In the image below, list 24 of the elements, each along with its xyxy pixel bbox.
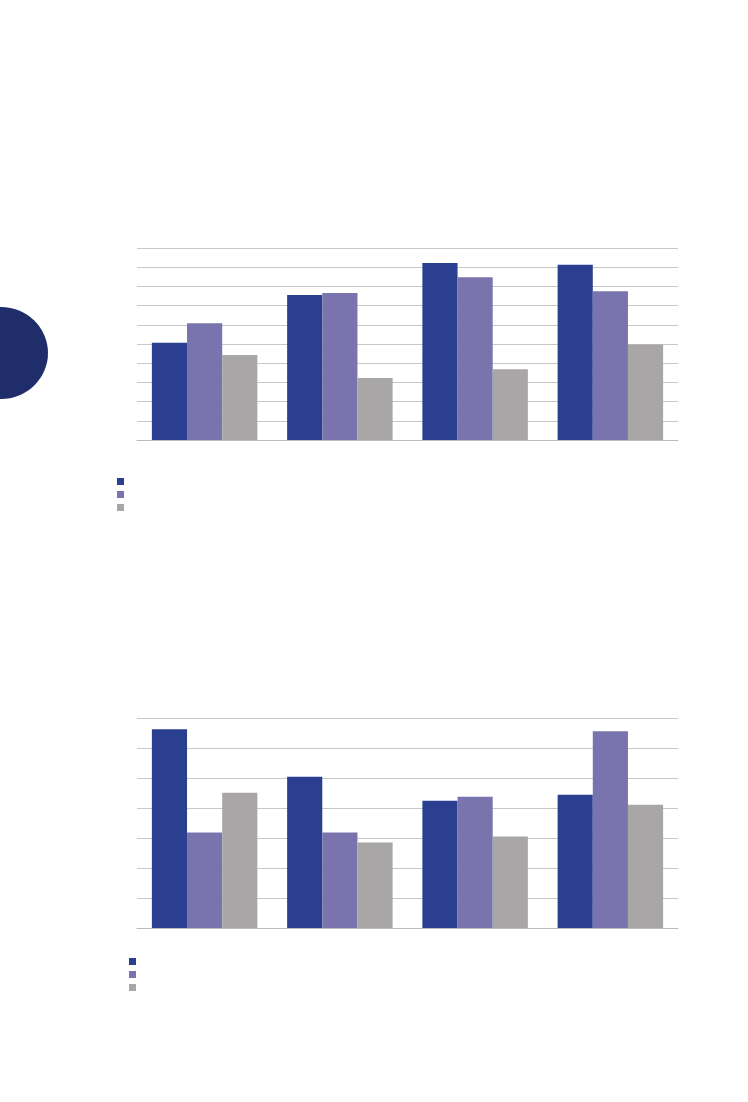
bar — [222, 355, 258, 440]
bar — [422, 800, 458, 928]
bar — [557, 264, 593, 440]
bar — [151, 342, 188, 440]
bar — [187, 323, 223, 440]
bar — [592, 291, 628, 440]
bar — [627, 804, 664, 928]
bar — [557, 794, 593, 928]
bar — [627, 344, 664, 440]
bar — [457, 277, 493, 440]
bar — [287, 294, 323, 440]
bar — [151, 729, 188, 928]
bar — [322, 293, 358, 440]
bar — [187, 832, 223, 928]
bar — [422, 263, 458, 440]
bar — [357, 378, 393, 440]
bar — [592, 731, 628, 928]
bar — [287, 776, 323, 928]
bar — [357, 842, 393, 928]
bar — [492, 836, 528, 928]
bar — [322, 832, 358, 928]
bar — [492, 369, 528, 440]
bar — [222, 792, 258, 928]
bar — [457, 796, 493, 928]
